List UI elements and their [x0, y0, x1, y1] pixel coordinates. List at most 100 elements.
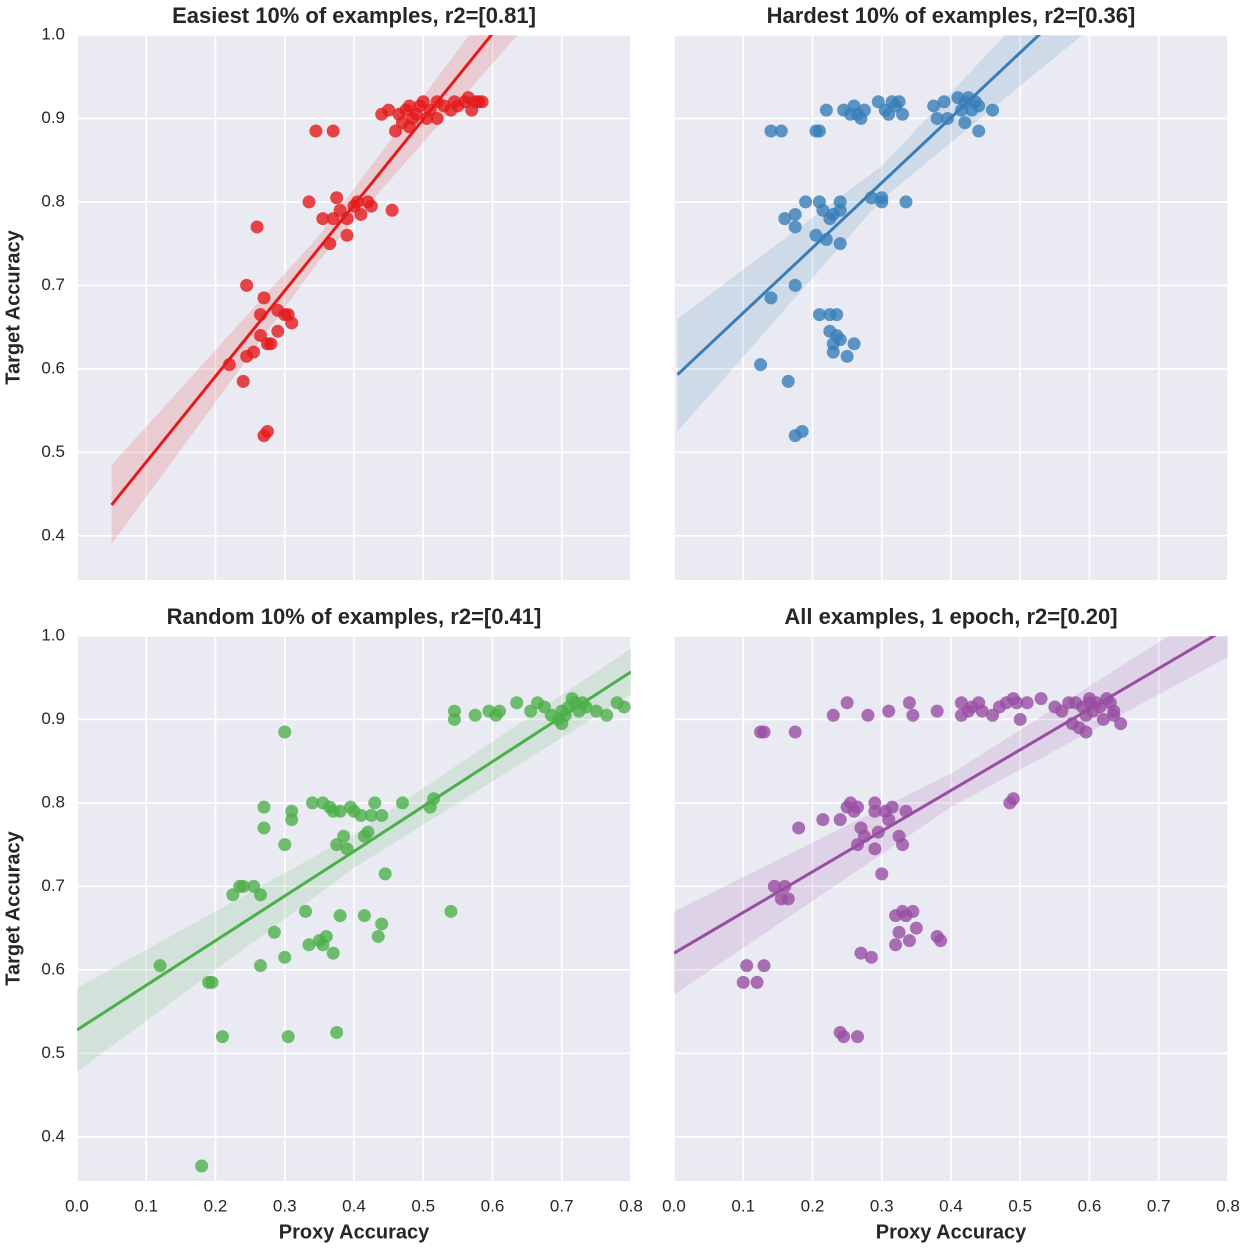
- point: [382, 103, 396, 117]
- point: [892, 95, 906, 109]
- point: [875, 867, 889, 881]
- point: [851, 800, 865, 814]
- y-tick-label: 0.6: [41, 358, 65, 377]
- regression-line: [110, 35, 494, 506]
- point: [892, 925, 906, 939]
- y-tick-label: 0.5: [41, 1043, 65, 1062]
- point: [264, 337, 278, 351]
- point: [240, 278, 254, 292]
- point: [215, 1030, 229, 1044]
- point: [260, 424, 274, 438]
- point: [510, 696, 524, 710]
- point: [492, 704, 506, 718]
- y-tick-label: 0.5: [41, 442, 65, 461]
- point: [475, 95, 489, 109]
- point: [857, 103, 871, 117]
- x-tick-label: 0.7: [550, 1196, 574, 1215]
- x-tick-label: 0.8: [619, 1196, 643, 1215]
- point: [236, 374, 250, 388]
- point: [781, 892, 795, 906]
- point: [430, 111, 444, 125]
- confidence-band: [77, 648, 631, 1072]
- point: [267, 925, 281, 939]
- point: [906, 904, 920, 918]
- point: [902, 934, 916, 948]
- point: [364, 808, 378, 822]
- point: [764, 291, 778, 305]
- point: [986, 103, 1000, 117]
- y-tick-label: 0.8: [41, 792, 65, 811]
- point: [600, 708, 614, 722]
- point: [468, 708, 482, 722]
- point: [882, 704, 896, 718]
- point: [906, 708, 920, 722]
- y-axis-label: Target Accuracy: [2, 229, 24, 384]
- regression-line: [676, 35, 1042, 376]
- fit-layer: [77, 648, 631, 1072]
- point: [326, 946, 340, 960]
- point: [354, 808, 368, 822]
- point: [302, 938, 316, 952]
- point: [1020, 696, 1034, 710]
- y-axis-label: Target Accuracy: [2, 830, 24, 985]
- x-tick-label: 0.6: [481, 1196, 505, 1215]
- point: [736, 975, 750, 989]
- point: [896, 107, 910, 121]
- point: [864, 950, 878, 964]
- point: [333, 804, 347, 818]
- point: [444, 904, 458, 918]
- point: [778, 212, 792, 226]
- point: [958, 116, 972, 130]
- point: [278, 950, 292, 964]
- point: [754, 358, 768, 372]
- fit-layer: [110, 35, 518, 545]
- point: [972, 124, 986, 138]
- point: [781, 374, 795, 388]
- point: [330, 1025, 344, 1039]
- fit-layer: [676, 35, 1083, 432]
- point: [788, 220, 802, 234]
- point: [617, 700, 631, 714]
- point: [788, 725, 802, 739]
- point: [833, 813, 847, 827]
- point: [840, 696, 854, 710]
- point: [579, 700, 593, 714]
- point: [902, 696, 916, 710]
- point: [740, 959, 754, 973]
- point: [302, 195, 316, 209]
- regression-line: [77, 670, 631, 1032]
- point: [899, 804, 913, 818]
- point: [1034, 692, 1048, 706]
- point: [589, 704, 603, 718]
- x-tick-label: 0.0: [662, 1196, 686, 1215]
- y-tick-label: 0.7: [41, 275, 65, 294]
- point: [361, 825, 375, 839]
- point: [868, 796, 882, 810]
- point: [316, 212, 330, 226]
- point: [909, 921, 923, 935]
- point: [395, 796, 409, 810]
- y-tick-label: 0.9: [41, 709, 65, 728]
- point: [896, 838, 910, 852]
- point: [257, 800, 271, 814]
- point: [972, 99, 986, 113]
- y-tick-label: 0.9: [41, 108, 65, 127]
- point: [326, 124, 340, 138]
- point: [774, 124, 788, 138]
- point: [337, 829, 351, 843]
- y-tick-label: 1.0: [41, 24, 65, 43]
- confidence-band: [674, 636, 1228, 995]
- point: [195, 1159, 209, 1173]
- point: [837, 1030, 851, 1044]
- point: [385, 203, 399, 217]
- point: [222, 358, 236, 372]
- point: [319, 929, 333, 943]
- point: [882, 813, 896, 827]
- point: [333, 909, 347, 923]
- point: [285, 316, 299, 330]
- point: [764, 124, 778, 138]
- panel: 0.0 0.1 0.2 0.3 0.4 0.5 0.6 0.7 0.8 0.4 0.5 0.6 0.7 0…: [2, 604, 643, 1243]
- point: [889, 938, 903, 952]
- point: [757, 959, 771, 973]
